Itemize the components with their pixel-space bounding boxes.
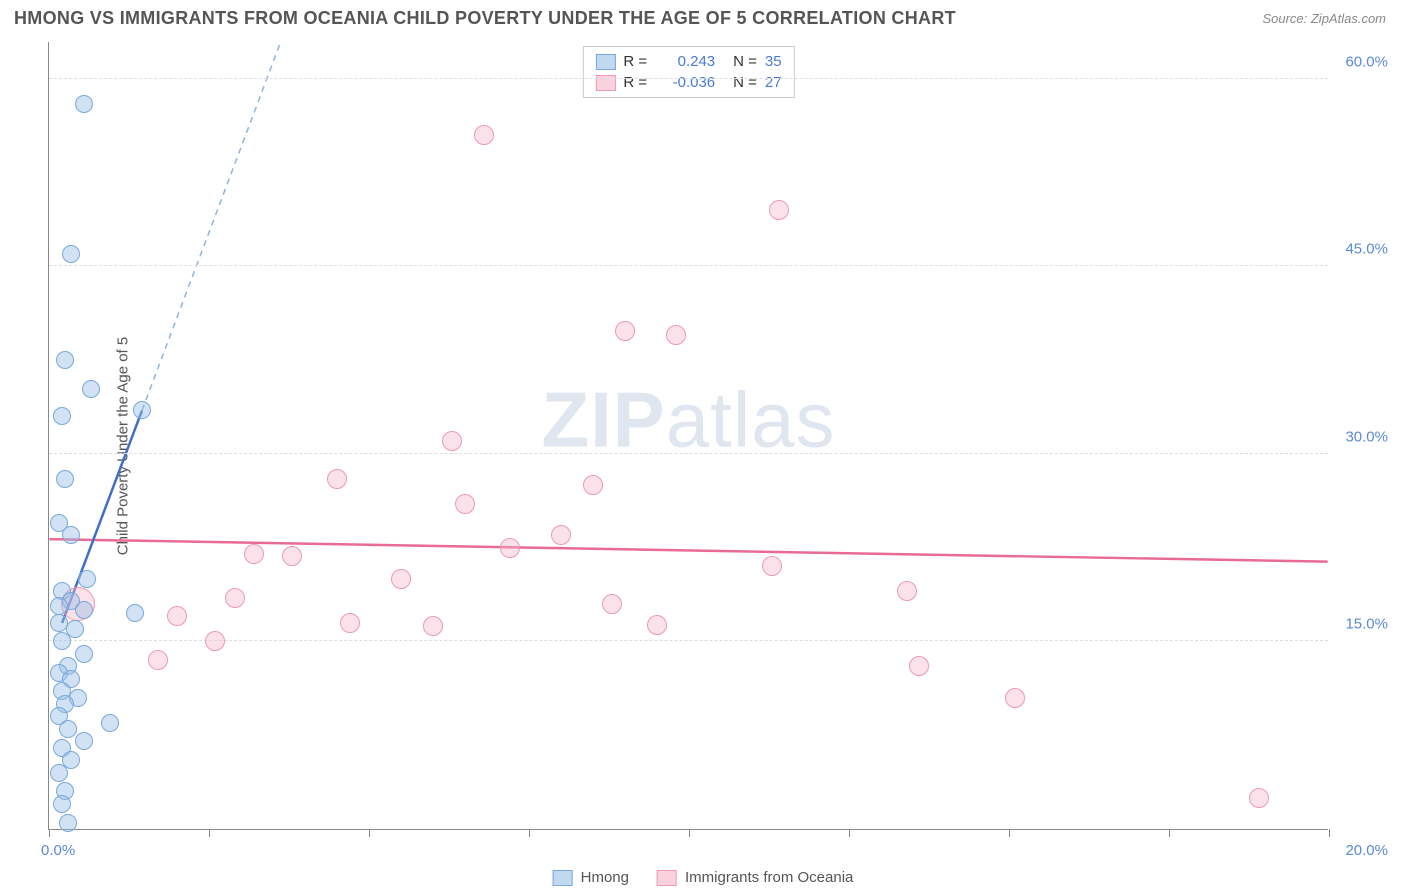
data-point: [1005, 688, 1025, 708]
data-point: [762, 556, 782, 576]
data-point: [1249, 788, 1269, 808]
scatter-chart: ZIPatlas R = 0.243 N = 35 R = -0.036 N =…: [48, 42, 1328, 830]
legend-row-hmong: R = 0.243 N = 35: [595, 51, 781, 72]
y-tick-label: 45.0%: [1345, 241, 1388, 258]
gridline: [49, 78, 1328, 79]
x-tick-label: 0.0%: [41, 842, 75, 859]
data-point: [82, 380, 100, 398]
data-point: [666, 325, 686, 345]
data-point: [133, 401, 151, 419]
data-point: [75, 95, 93, 113]
swatch-blue: [553, 870, 573, 886]
y-tick-label: 15.0%: [1345, 616, 1388, 633]
data-point: [474, 125, 494, 145]
data-point: [602, 594, 622, 614]
data-point: [53, 407, 71, 425]
data-point: [56, 351, 74, 369]
x-tick: [49, 829, 50, 837]
data-point: [647, 615, 667, 635]
legend-item-oceania: Immigrants from Oceania: [657, 869, 853, 886]
data-point: [167, 606, 187, 626]
gridline: [49, 453, 1328, 454]
data-point: [500, 538, 520, 558]
data-point: [59, 720, 77, 738]
source-attribution: Source: ZipAtlas.com: [1262, 11, 1386, 26]
x-tick: [849, 829, 850, 837]
data-point: [244, 544, 264, 564]
gridline: [49, 640, 1328, 641]
data-point: [225, 588, 245, 608]
data-point: [75, 601, 93, 619]
correlation-legend: R = 0.243 N = 35 R = -0.036 N = 27: [582, 46, 794, 98]
data-point: [101, 714, 119, 732]
x-tick: [1169, 829, 1170, 837]
data-point: [551, 525, 571, 545]
x-tick: [1329, 829, 1330, 837]
data-point: [126, 604, 144, 622]
data-point: [205, 631, 225, 651]
y-tick-label: 30.0%: [1345, 428, 1388, 445]
data-point: [78, 570, 96, 588]
data-point: [327, 469, 347, 489]
swatch-pink: [657, 870, 677, 886]
data-point: [615, 321, 635, 341]
x-tick: [369, 829, 370, 837]
data-point: [56, 470, 74, 488]
x-tick-label: 20.0%: [1345, 842, 1388, 859]
data-point: [53, 632, 71, 650]
data-point: [148, 650, 168, 670]
data-point: [53, 795, 71, 813]
y-tick-label: 60.0%: [1345, 53, 1388, 70]
legend-row-oceania: R = -0.036 N = 27: [595, 72, 781, 93]
data-point: [282, 546, 302, 566]
data-point: [50, 514, 68, 532]
data-point: [340, 613, 360, 633]
data-point: [50, 764, 68, 782]
swatch-blue: [595, 54, 615, 70]
x-tick: [1009, 829, 1010, 837]
data-point: [909, 656, 929, 676]
chart-header: HMONG VS IMMIGRANTS FROM OCEANIA CHILD P…: [0, 0, 1406, 33]
data-point: [423, 616, 443, 636]
data-point: [75, 732, 93, 750]
data-point: [442, 431, 462, 451]
data-point: [583, 475, 603, 495]
x-tick: [529, 829, 530, 837]
trend-lines: [49, 42, 1328, 829]
series-legend: Hmong Immigrants from Oceania: [553, 869, 854, 886]
gridline: [49, 265, 1328, 266]
data-point: [59, 814, 77, 832]
x-tick: [209, 829, 210, 837]
data-point: [391, 569, 411, 589]
x-tick: [689, 829, 690, 837]
data-point: [455, 494, 475, 514]
data-point: [897, 581, 917, 601]
data-point: [75, 645, 93, 663]
legend-item-hmong: Hmong: [553, 869, 629, 886]
chart-title: HMONG VS IMMIGRANTS FROM OCEANIA CHILD P…: [14, 8, 956, 29]
watermark: ZIPatlas: [541, 374, 835, 465]
data-point: [62, 245, 80, 263]
data-point: [769, 200, 789, 220]
